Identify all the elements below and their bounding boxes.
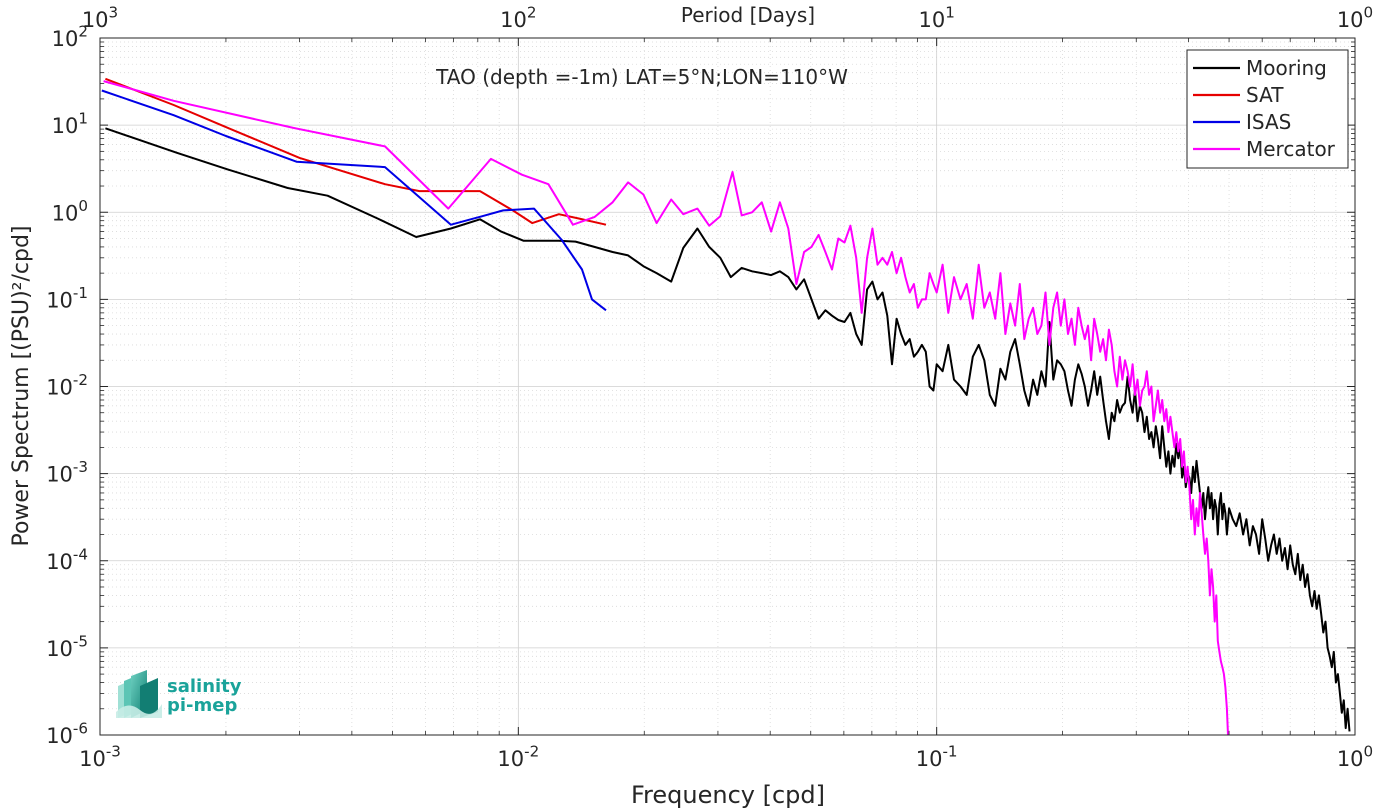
- series-layer: [101, 77, 1351, 735]
- axis-ticks: [99, 37, 1356, 736]
- x-tick-label: 10-1: [916, 743, 958, 771]
- x2-tick-label: 103: [82, 4, 118, 32]
- x-tick-label: 100: [1337, 743, 1373, 771]
- y-tick-label: 10-4: [46, 545, 88, 573]
- y-tick-label: 10-6: [46, 720, 88, 748]
- y-tick-label: 10-1: [46, 284, 88, 312]
- logo-wave-4: [140, 678, 158, 718]
- legend-label-sat: SAT: [1246, 83, 1284, 107]
- x2-axis-label: Period [Days]: [681, 3, 815, 27]
- y-tick-label: 102: [52, 23, 88, 51]
- y-tick-label: 101: [52, 110, 88, 138]
- y-tick-label: 10-2: [46, 371, 88, 399]
- logo-text-pi-mep: pi-mep: [167, 695, 237, 716]
- legend: Mooring SAT ISAS Mercator: [1186, 49, 1349, 169]
- logo-text-salinity: salinity: [167, 676, 242, 697]
- series-line-isas: [101, 89, 607, 312]
- series-line-mercator: [103, 80, 1229, 735]
- legend-label-mercator: Mercator: [1246, 137, 1336, 161]
- logo-wave-base: [116, 704, 162, 718]
- x2-tick-label: 102: [500, 4, 536, 32]
- x-tick-label: 10-3: [79, 743, 121, 771]
- chart-title: TAO (depth =-1m) LAT=5°N;LON=110°W: [435, 65, 848, 89]
- y-tick-label: 10-5: [46, 632, 88, 660]
- x2-tick-label: 101: [918, 4, 954, 32]
- y-tick-label: 100: [52, 197, 88, 225]
- y-axis-label: Power Spectrum [(PSU)²/cpd]: [9, 225, 34, 546]
- series-line-mooring: [105, 127, 1351, 732]
- x2-tick-label: 100: [1337, 4, 1373, 32]
- x-axis-label: Frequency [cpd]: [631, 781, 825, 809]
- y-tick-label: 10-3: [46, 458, 88, 486]
- x-tick-label: 10-2: [497, 743, 539, 771]
- legend-label-isas: ISAS: [1246, 110, 1291, 134]
- salinity-pi-mep-logo: salinity pi-mep: [116, 670, 242, 718]
- series-line-sat: [105, 77, 607, 226]
- legend-label-mooring: Mooring: [1246, 56, 1327, 80]
